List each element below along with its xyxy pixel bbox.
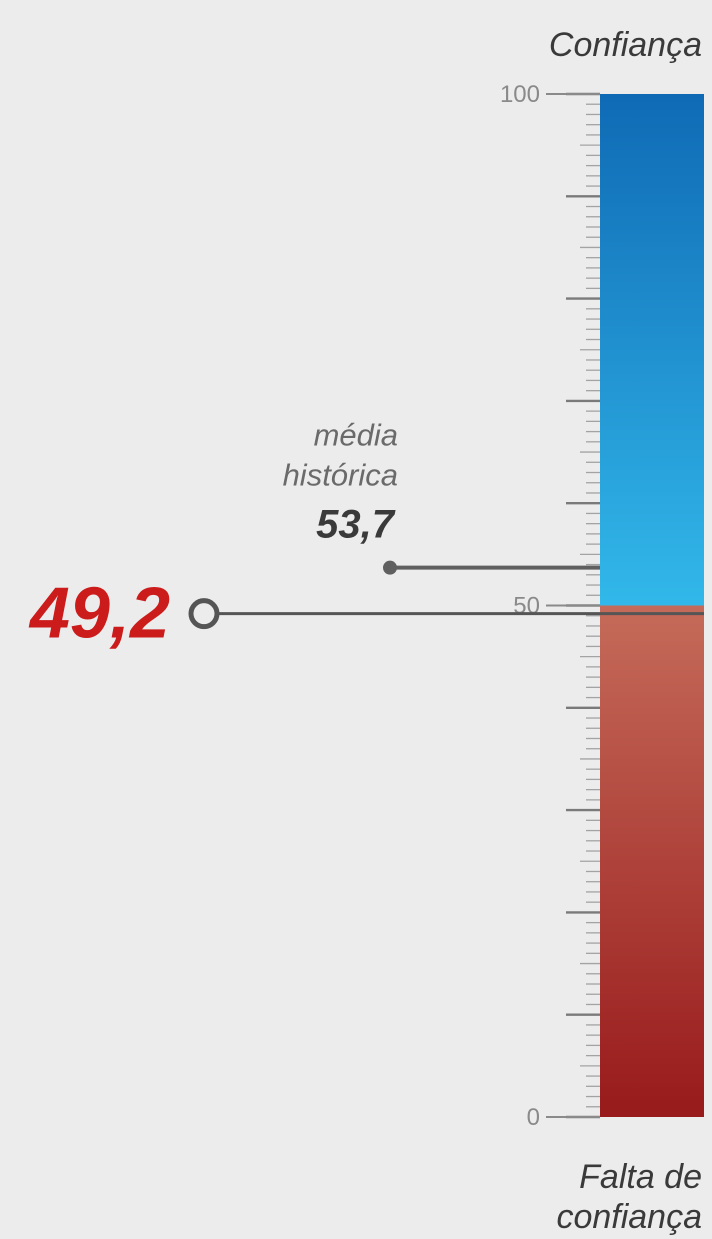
lack-of-confidence-bar bbox=[600, 605, 704, 1117]
average-caption-line-2: histórica bbox=[283, 458, 398, 493]
average-value-label: 53,7 bbox=[316, 503, 396, 547]
current-value-label: 49,2 bbox=[28, 574, 170, 654]
bottom-label-line-1: Falta de bbox=[579, 1158, 702, 1196]
tick-label-100: 100 bbox=[500, 81, 540, 108]
tick-label-50: 50 bbox=[513, 593, 540, 620]
average-marker-dot bbox=[383, 560, 397, 575]
bottom-label-line-2: confiança bbox=[556, 1198, 702, 1236]
current-marker-circle bbox=[188, 598, 220, 630]
scale-tick-labels: 100 50 0 bbox=[500, 81, 600, 1131]
confidence-bar bbox=[600, 94, 704, 606]
top-label: Confiança bbox=[549, 26, 702, 64]
tick-label-0: 0 bbox=[527, 1104, 540, 1131]
average-caption-line-1: média bbox=[314, 418, 398, 453]
